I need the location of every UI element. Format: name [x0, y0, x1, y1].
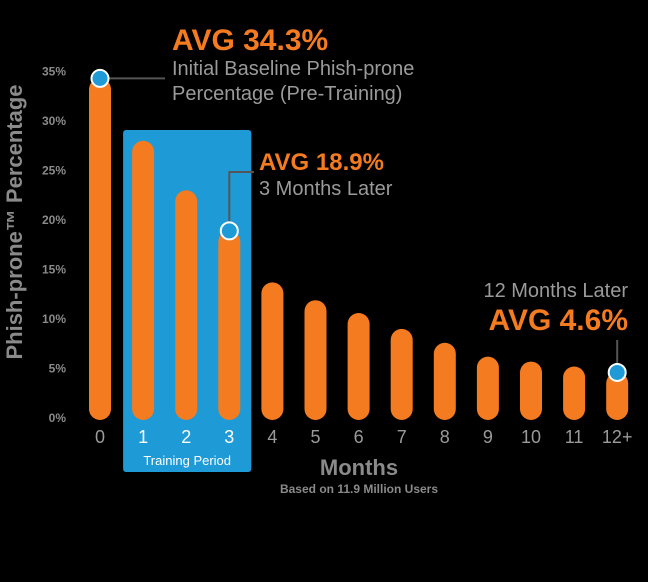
bar-month-2	[175, 190, 198, 420]
x-tick-label: 4	[267, 427, 277, 447]
bar-month-9	[476, 356, 499, 420]
x-tick-label: 1	[138, 427, 148, 447]
y-tick-label: 0%	[49, 411, 67, 425]
marker-3mo	[219, 221, 239, 241]
y-tick-label: 5%	[49, 362, 67, 376]
chart-subtitle: Based on 11.9 Million Users	[280, 482, 438, 496]
x-tick-label: 9	[483, 427, 493, 447]
x-tick-label: 7	[397, 427, 407, 447]
bar-month-10	[520, 361, 542, 420]
annotation-12mo-line1: 12 Months Later	[483, 280, 628, 302]
x-axis-label: Months	[320, 455, 398, 480]
bar-month-7	[390, 328, 413, 420]
x-tick-label: 8	[440, 427, 450, 447]
y-tick-label: 25%	[42, 164, 66, 178]
annotation-3mo-headline: AVG 18.9%	[259, 149, 384, 176]
training-period-label: Training Period	[143, 453, 231, 468]
x-tick-label: 2	[181, 427, 191, 447]
y-tick-label: 20%	[42, 213, 66, 227]
bar-month-3	[218, 230, 241, 420]
annotation-baseline-line2: Percentage (Pre-Training)	[172, 83, 402, 105]
x-tick-label: 12+	[602, 427, 633, 447]
bar-month-0	[89, 78, 111, 421]
bar-month-12+	[606, 372, 629, 420]
bar-month-1	[132, 140, 155, 421]
y-tick-label: 15%	[42, 263, 66, 277]
bar-month-4	[261, 282, 284, 420]
x-tick-label: 11	[565, 427, 584, 447]
annotation-baseline-headline: AVG 34.3%	[172, 24, 328, 57]
marker-baseline	[90, 68, 110, 88]
x-tick-label: 0	[95, 427, 105, 447]
x-tick-label: 10	[521, 427, 541, 447]
marker-12mo	[607, 362, 627, 382]
annotation-3mo-line1: 3 Months Later	[259, 178, 393, 200]
annotation-12mo-headline: AVG 4.6%	[489, 304, 629, 337]
y-tick-label: 30%	[42, 114, 66, 128]
annotation-baseline-line1: Initial Baseline Phish-prone	[172, 58, 414, 80]
bar-month-8	[433, 342, 456, 420]
y-axis-label: Phish-prone™ Percentage	[2, 84, 27, 359]
y-tick-label: 10%	[42, 312, 66, 326]
x-tick-label: 5	[310, 427, 320, 447]
bar-month-5	[304, 300, 327, 420]
bar-month-6	[347, 313, 370, 420]
x-tick-label: 6	[354, 427, 364, 447]
bar-month-11	[563, 366, 586, 420]
annotation-leader-3mo	[228, 171, 254, 223]
x-tick-label: 3	[224, 427, 234, 447]
y-tick-label: 35%	[42, 65, 66, 79]
